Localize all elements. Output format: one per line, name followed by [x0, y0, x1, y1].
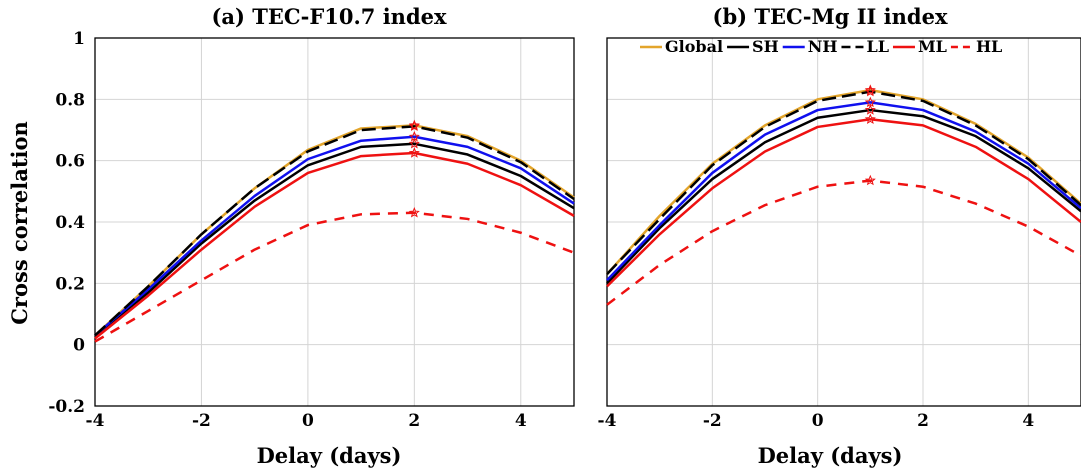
series-line-ll	[94, 125, 575, 337]
x-tick-label: 2	[408, 411, 420, 431]
peak-marker	[408, 130, 420, 142]
peak-marker	[408, 206, 420, 218]
series-line-global	[606, 88, 1081, 275]
plot-frame	[606, 37, 1081, 407]
y-tick-label: 0.4	[55, 213, 85, 233]
y-tick-label: 0	[73, 336, 85, 356]
series-line-sh	[94, 142, 575, 337]
x-tick-label: 2	[917, 411, 929, 431]
y-tick-label: 0.2	[55, 274, 85, 294]
y-tick-label: -0.2	[48, 397, 85, 417]
legend: Global SH NH LL ML HL	[640, 37, 1002, 56]
series-line-nh	[606, 101, 1081, 282]
y-tick-label: 1	[73, 29, 85, 49]
x-tick-label: 0	[302, 411, 314, 431]
x-tick-label: -4	[598, 411, 617, 431]
y-tick-label: 0.8	[55, 90, 85, 110]
peak-marker	[408, 120, 420, 132]
y-tick-label: 0.6	[55, 152, 85, 172]
peak-marker	[864, 85, 876, 97]
x-tick-label: -4	[86, 411, 105, 431]
legend-label: NH	[808, 37, 838, 56]
grid	[94, 37, 574, 407]
peak-marker	[864, 174, 876, 186]
legend-label: Global	[665, 37, 723, 56]
x-tick-label: 4	[515, 411, 527, 431]
panel-a-ylabel: Cross correlation	[7, 121, 32, 325]
peak-marker	[408, 137, 420, 149]
panel-a-chart: (a) TEC-F10.7 index Delay (days) Cross c…	[7, 4, 575, 468]
series-line-ml	[94, 151, 575, 340]
x-tick-label: 0	[812, 411, 824, 431]
x-tick-label: -2	[703, 411, 722, 431]
series-line-hl	[94, 211, 575, 343]
panel-a-title: (a) TEC-F10.7 index	[211, 4, 447, 29]
plot-frame	[94, 37, 575, 407]
panel-b-xlabel: Delay (days)	[758, 443, 903, 468]
legend-label: LL	[866, 37, 889, 56]
peak-marker	[408, 119, 420, 131]
series-line-ll	[606, 90, 1081, 275]
peak-marker	[408, 147, 420, 158]
peak-marker	[864, 104, 876, 115]
series-line-nh	[94, 135, 575, 337]
x-tick-label: -2	[192, 411, 211, 431]
peak-marker	[864, 84, 876, 95]
grid	[606, 37, 1081, 407]
peak-marker	[864, 113, 876, 124]
legend-label: HL	[976, 37, 1002, 56]
x-tick-label: 4	[1022, 411, 1034, 431]
panel-a-xlabel: Delay (days)	[257, 443, 402, 468]
legend-label: SH	[752, 37, 779, 56]
panel-b-title: (b) TEC-Mg II index	[713, 4, 948, 29]
panel-b-chart: (b) TEC-Mg II index Delay (days) -4 -2 0 2 4…	[598, 4, 1081, 468]
peak-marker	[864, 96, 876, 108]
legend-label: ML	[918, 37, 947, 56]
series-line-sh	[606, 108, 1081, 285]
series-line-hl	[606, 179, 1081, 306]
series-line-ml	[606, 118, 1081, 288]
